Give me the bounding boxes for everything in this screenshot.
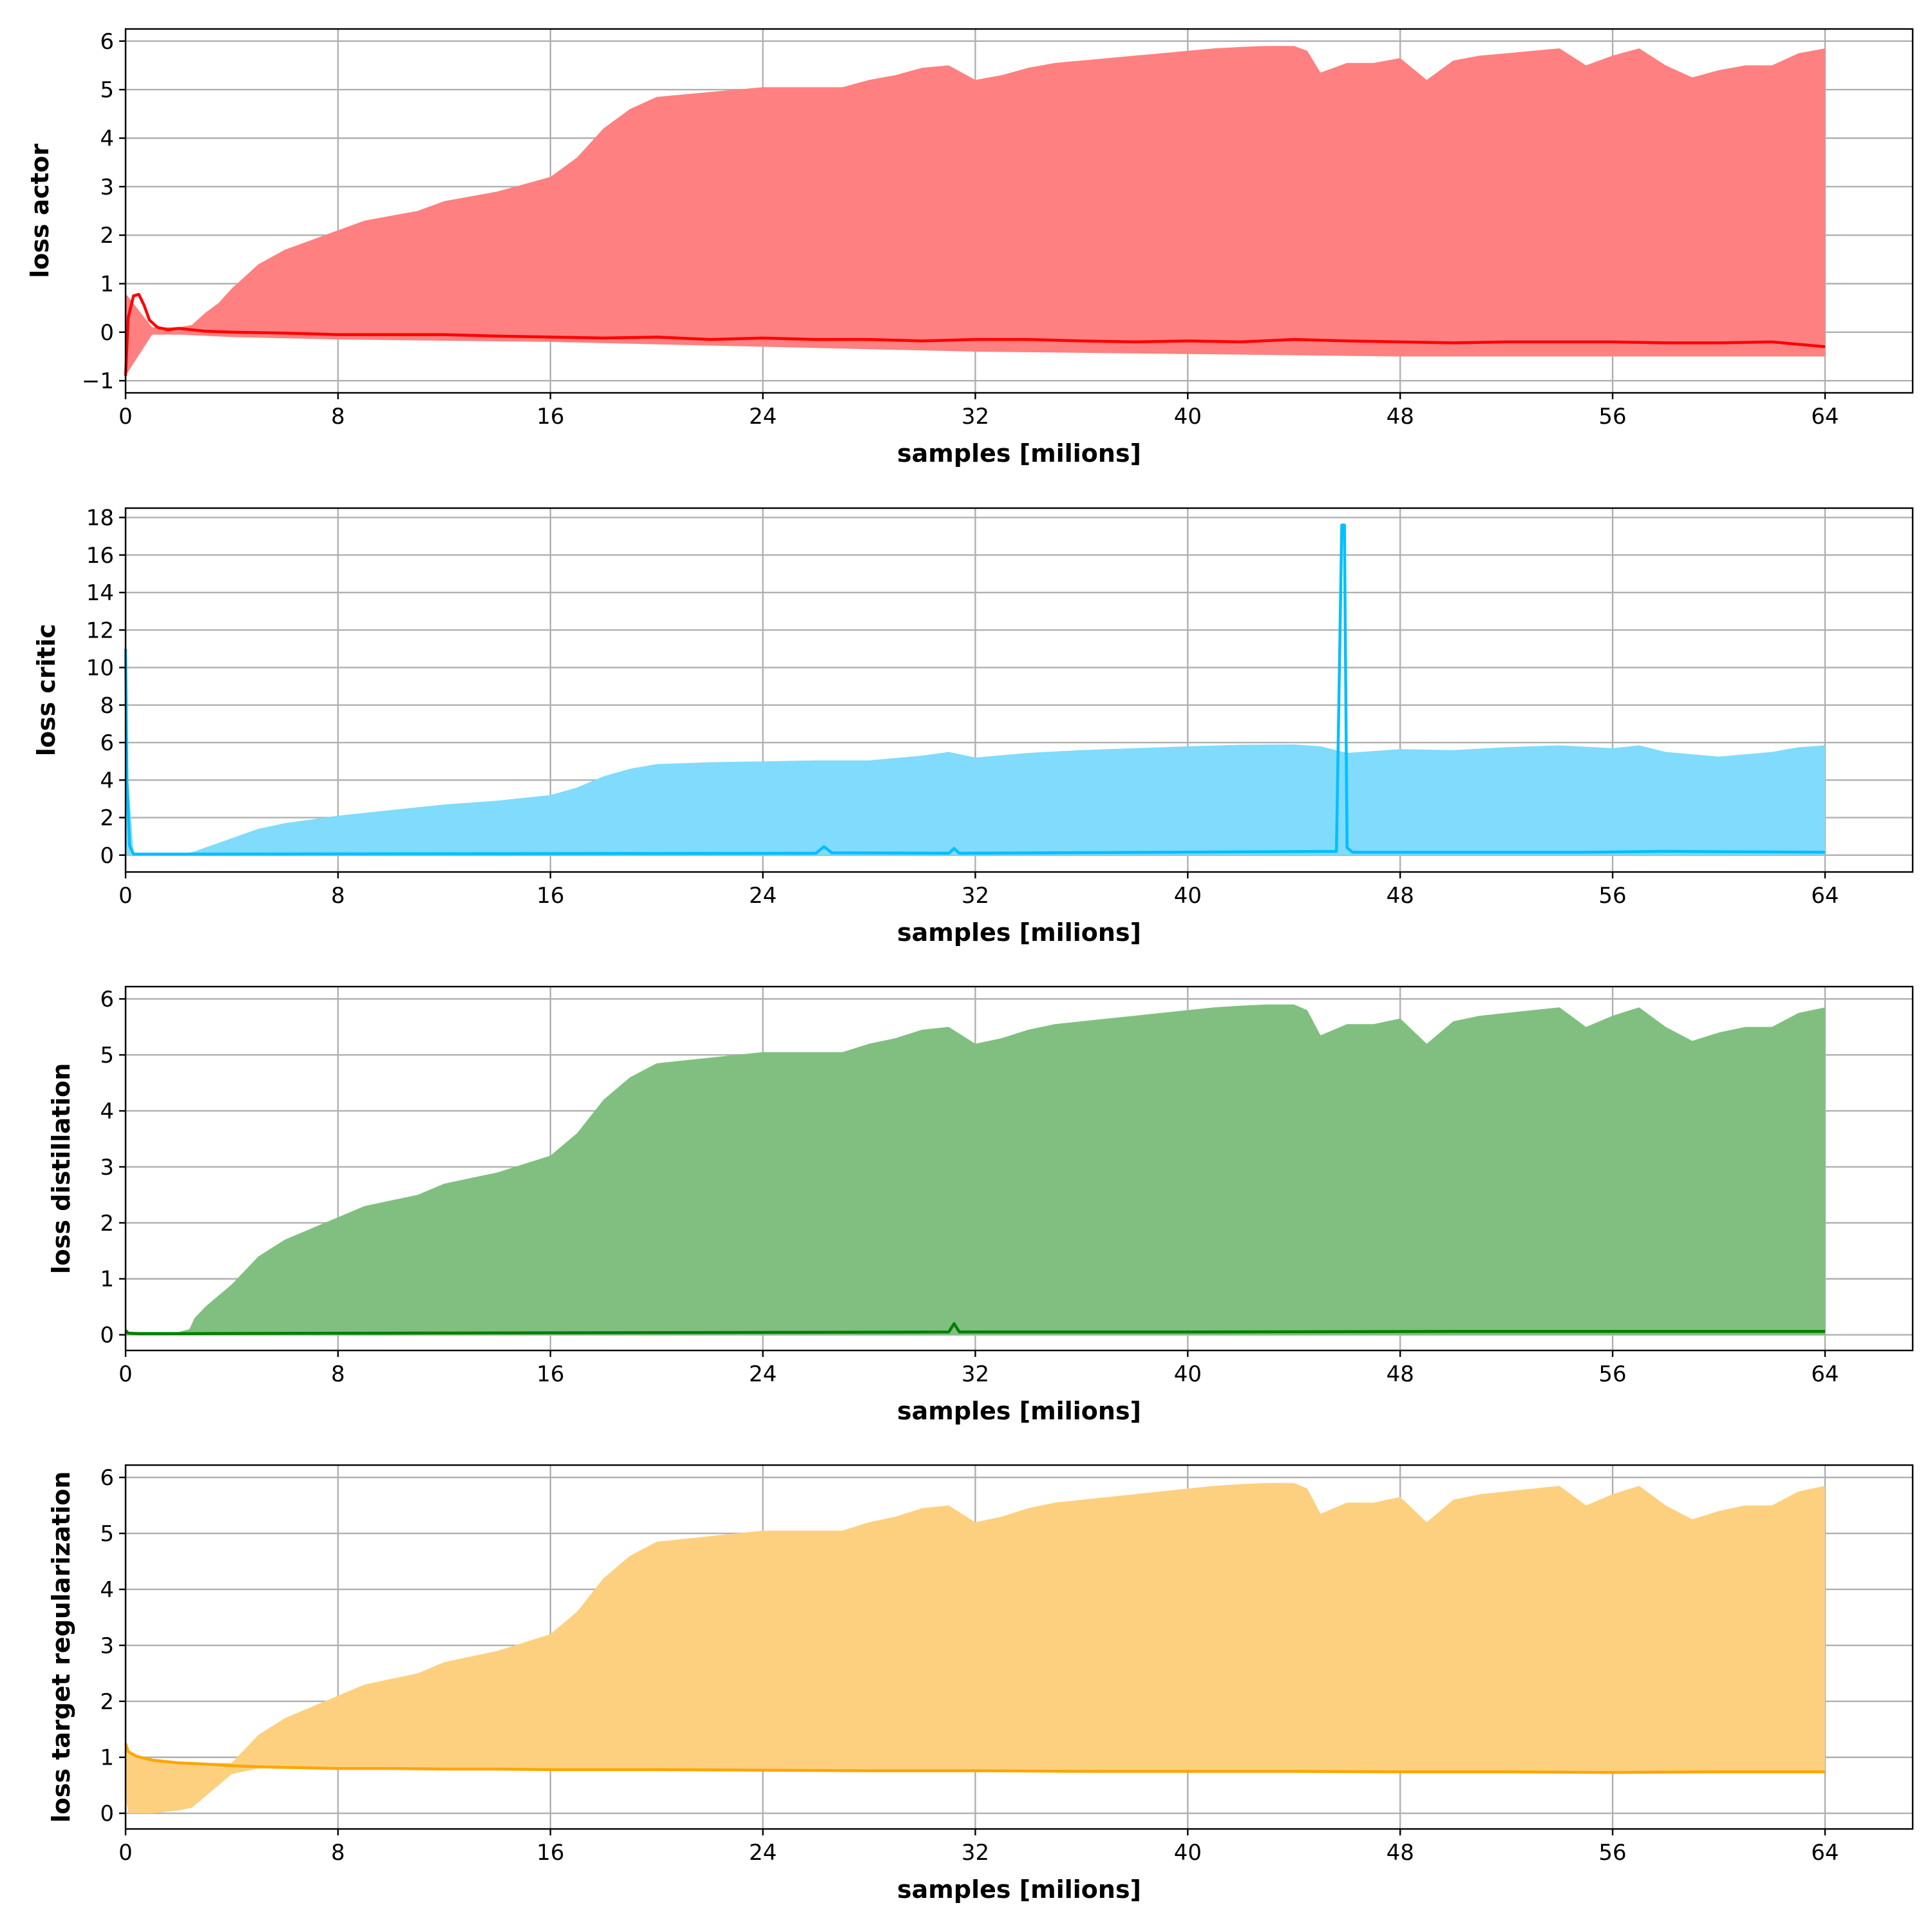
y-axis-label: loss actor xyxy=(26,144,54,278)
y-tick-label: 14 xyxy=(86,580,114,606)
x-tick-label: 32 xyxy=(961,1840,989,1866)
y-tick-label: 2 xyxy=(100,223,114,249)
range-band-critic xyxy=(126,649,1825,855)
y-tick-label: 6 xyxy=(100,1465,114,1491)
x-tick-label: 64 xyxy=(1811,883,1839,909)
y-tick-label: 1 xyxy=(100,1745,114,1771)
y-tick-label: −1 xyxy=(82,368,114,394)
axes-frame-critic xyxy=(124,507,1914,873)
y-tick-label: 8 xyxy=(100,693,114,719)
range-band-actor xyxy=(126,46,1825,376)
x-tick-label: 32 xyxy=(961,1361,989,1387)
x-tick-label: 40 xyxy=(1174,404,1202,430)
y-tick-label: 0 xyxy=(100,1323,114,1349)
x-tick-label: 8 xyxy=(331,404,345,430)
y-tick-label: 4 xyxy=(100,1099,114,1124)
x-tick-label: 48 xyxy=(1387,404,1414,430)
x-tick-label: 24 xyxy=(749,883,777,909)
y-tick-label: 4 xyxy=(100,1577,114,1603)
y-tick-label: 0 xyxy=(100,1801,114,1827)
y-tick-label: 5 xyxy=(100,1521,114,1547)
y-tick-label: 2 xyxy=(100,806,114,831)
y-tick-label: 5 xyxy=(100,77,114,103)
y-tick-label: 1 xyxy=(100,1267,114,1293)
x-tick-label: 48 xyxy=(1387,1840,1414,1866)
x-tick-label: 32 xyxy=(961,404,989,430)
x-tick-label: 24 xyxy=(749,1840,777,1866)
y-tick-label: 1 xyxy=(100,272,114,298)
x-axis-label: samples [milions] xyxy=(897,1397,1141,1425)
x-tick-label: 64 xyxy=(1811,1840,1839,1866)
x-tick-label: 48 xyxy=(1387,883,1414,909)
x-tick-label: 40 xyxy=(1174,883,1202,909)
axes-frame-distillation xyxy=(124,985,1914,1352)
x-axis-label: samples [milions] xyxy=(897,1875,1141,1904)
y-tick-label: 0 xyxy=(100,320,114,346)
x-tick-label: 16 xyxy=(536,1840,564,1866)
y-tick-label: 5 xyxy=(100,1043,114,1068)
x-tick-label: 8 xyxy=(331,1361,345,1387)
axes-frame-target-regularization xyxy=(124,1464,1914,1830)
x-tick-label: 16 xyxy=(536,883,564,909)
mean-line-actor xyxy=(124,292,1826,376)
x-tick-label: 64 xyxy=(1811,1361,1839,1387)
x-tick-label: 56 xyxy=(1598,883,1626,909)
x-tick-label: 0 xyxy=(118,883,133,909)
y-tick-label: 6 xyxy=(100,987,114,1012)
x-tick-label: 48 xyxy=(1387,1361,1414,1387)
y-tick-label: 2 xyxy=(100,1211,114,1236)
x-tick-label: 32 xyxy=(961,883,989,909)
y-tick-label: 0 xyxy=(100,843,114,869)
x-tick-label: 64 xyxy=(1811,404,1839,430)
x-axis-label: samples [milions] xyxy=(897,439,1141,468)
x-tick-label: 0 xyxy=(118,404,133,430)
y-tick-label: 3 xyxy=(100,1633,114,1659)
mean-line-target-regularization xyxy=(124,1743,1825,1774)
y-tick-label: 3 xyxy=(100,175,114,200)
y-tick-label: 10 xyxy=(86,656,114,681)
y-tick-label: 4 xyxy=(100,768,114,793)
y-axis-label: loss distillation xyxy=(47,1063,75,1274)
x-axis-label: samples [milions] xyxy=(897,918,1141,947)
y-axis-label: loss target regularization xyxy=(47,1472,75,1823)
y-tick-label: 4 xyxy=(100,126,114,152)
mean-line-critic xyxy=(124,523,1825,856)
x-tick-label: 40 xyxy=(1174,1840,1202,1866)
x-tick-label: 56 xyxy=(1598,1361,1626,1387)
x-tick-label: 0 xyxy=(118,1840,133,1866)
x-tick-label: 8 xyxy=(331,1840,345,1866)
mean-line-distillation xyxy=(124,1322,1825,1336)
range-band-target-regularization xyxy=(126,1482,1825,1814)
x-tick-label: 56 xyxy=(1598,1840,1626,1866)
x-tick-label: 0 xyxy=(118,1361,133,1387)
y-tick-label: 6 xyxy=(100,29,114,55)
y-tick-label: 16 xyxy=(86,543,114,569)
axes-frame-actor xyxy=(124,28,1914,394)
y-tick-label: 2 xyxy=(100,1689,114,1715)
range-band-distillation xyxy=(126,1004,1825,1335)
x-tick-label: 16 xyxy=(536,1361,564,1387)
y-tick-label: 18 xyxy=(86,506,114,531)
y-tick-label: 6 xyxy=(100,730,114,756)
y-axis-label: loss critic xyxy=(32,624,61,757)
y-tick-label: 12 xyxy=(86,618,114,643)
x-tick-label: 8 xyxy=(331,883,345,909)
x-tick-label: 24 xyxy=(749,404,777,430)
x-tick-label: 56 xyxy=(1598,404,1626,430)
x-tick-label: 24 xyxy=(749,1361,777,1387)
y-tick-label: 3 xyxy=(100,1155,114,1180)
x-tick-label: 40 xyxy=(1174,1361,1202,1387)
x-tick-label: 16 xyxy=(536,404,564,430)
